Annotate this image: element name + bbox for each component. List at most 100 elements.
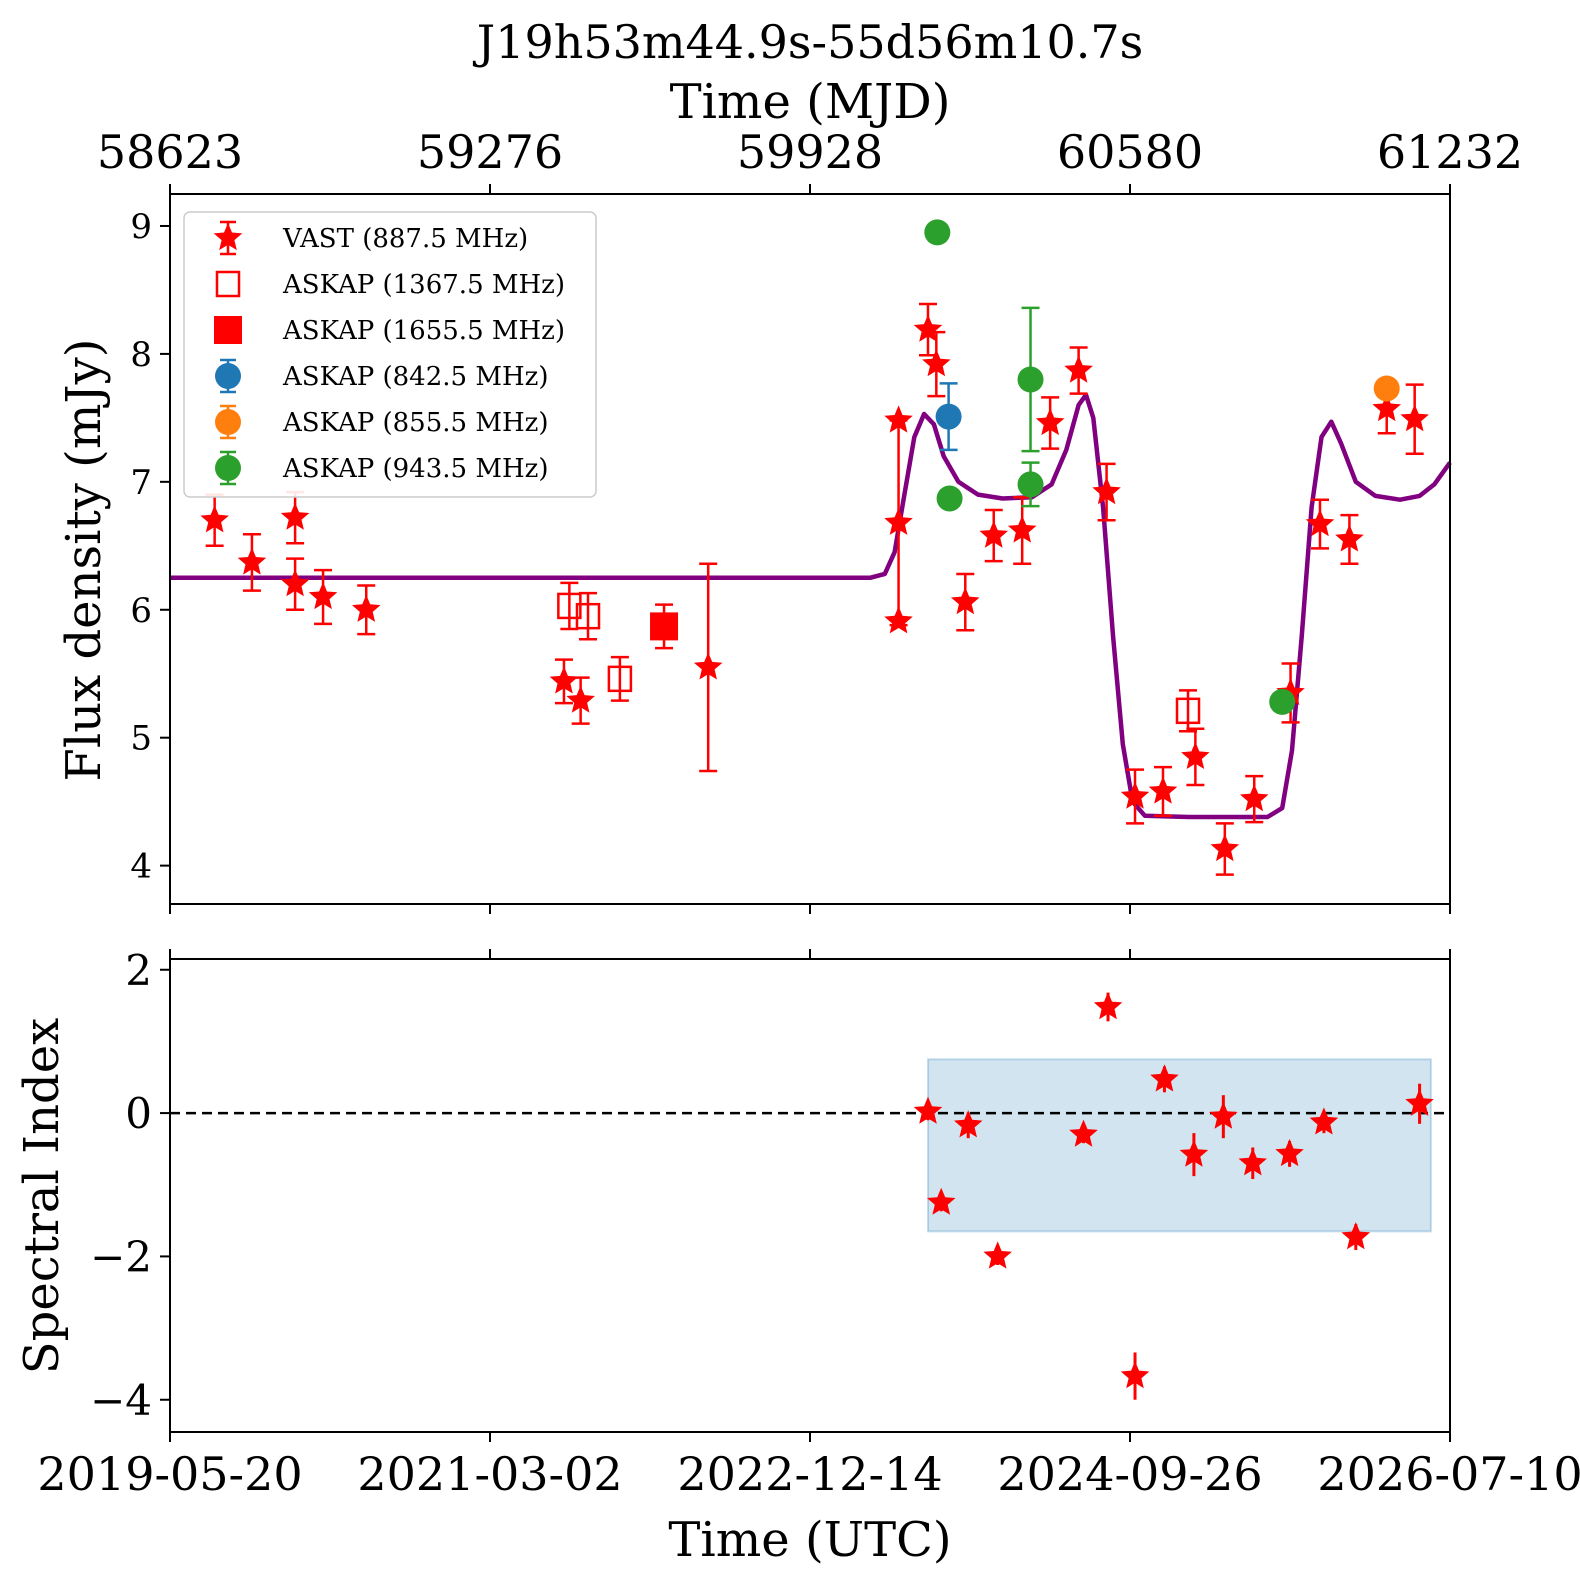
flux-density-panel: 58623 59276 59928 60580 61232 4 5 6 7 8 9 Flux den… [56, 125, 1523, 914]
spectral-index-band [926, 1058, 1432, 1233]
spectral-point [1341, 1222, 1371, 1250]
series-1 [557, 581, 1201, 733]
top-xtick-label: 60580 [1057, 125, 1203, 179]
spectral-point [983, 1241, 1012, 1269]
xtick-label: 2026-07-10 [1317, 1447, 1580, 1501]
spectral-point [1120, 1361, 1150, 1389]
series-4 [1373, 375, 1400, 402]
data-point [1148, 776, 1178, 804]
data-point [200, 505, 229, 533]
top-ytick-label: 6 [130, 591, 152, 631]
data-point [884, 606, 913, 634]
spectral-point [913, 1096, 943, 1124]
legend-marker [215, 455, 241, 481]
legend-marker [215, 409, 241, 435]
spectral-point [954, 1110, 983, 1138]
top-axes: 58623 59276 59928 60580 61232 4 5 6 7 8 9 [97, 125, 1523, 914]
legend-label: ASKAP (1655.5 MHz) [282, 316, 565, 346]
legend-entry: ASKAP (842.5 MHz) [215, 358, 548, 394]
data-point [922, 349, 951, 377]
data-point [280, 569, 310, 597]
data-point [557, 592, 582, 620]
series-3 [935, 382, 962, 452]
data-point [1007, 515, 1037, 543]
xtick-label: 2022-12-14 [677, 1447, 942, 1501]
spectral-point [1309, 1107, 1339, 1135]
data-point [237, 547, 267, 575]
legend-label: ASKAP (943.5 MHz) [282, 454, 548, 484]
top-xtick-label: 59928 [737, 125, 883, 179]
data-point [308, 582, 338, 610]
spectral-point [1069, 1119, 1098, 1147]
bottom-y-axis-label: Spectral Index [14, 1018, 70, 1374]
legend-label: ASKAP (855.5 MHz) [282, 408, 548, 438]
data-point [1240, 784, 1269, 812]
bottom-ytick-label: 0 [125, 1089, 152, 1138]
data-point [979, 520, 1008, 548]
data-point [1210, 834, 1240, 862]
data-point [549, 666, 579, 694]
spectral-series-0 [913, 992, 1434, 1400]
chart-title: J19h53m44.9s-55d56m10.7s [473, 15, 1143, 69]
xtick-label: 2024-09-26 [997, 1447, 1262, 1501]
data-point [1017, 471, 1044, 498]
data-point [935, 403, 962, 430]
legend-entry: VAST (887.5 MHz) [213, 220, 528, 256]
top-xtick-label: 59276 [417, 125, 563, 179]
top-ytick-label: 4 [130, 847, 152, 887]
data-point [884, 507, 913, 535]
data-point [693, 652, 723, 680]
legend-entry: ASKAP (855.5 MHz) [215, 404, 548, 440]
data-point [1181, 741, 1210, 769]
legend-entry: ASKAP (943.5 MHz) [215, 450, 548, 486]
model-curve [170, 392, 1452, 820]
spectral-point [1093, 992, 1123, 1020]
data-point [1120, 781, 1150, 809]
data-point [352, 594, 381, 622]
legend: VAST (887.5 MHz) ASKAP (1367.5 MHz) ASKAP … [183, 211, 597, 498]
legend-marker [215, 270, 241, 298]
top-axis-label: Time (MJD) [670, 74, 951, 130]
legend-label: ASKAP (1367.5 MHz) [282, 270, 565, 300]
bottom-ytick-label: −4 [90, 1376, 152, 1425]
top-y-axis-label: Flux density (mJy) [56, 339, 112, 782]
data-point [1269, 688, 1296, 715]
bottom-axes: 2019-05-20 2021-03-02 2022-12-14 2024-09-26… [37, 946, 1580, 1501]
top-xtick-label: 61232 [1377, 125, 1523, 179]
xtick-label: 2021-03-02 [357, 1447, 622, 1501]
bottom-ytick-label: 2 [125, 946, 152, 995]
x-axis-label: Time (UTC) [668, 1512, 951, 1568]
data-point [1372, 393, 1401, 422]
data-point [1335, 524, 1364, 552]
legend-label: ASKAP (842.5 MHz) [282, 362, 548, 392]
data-point [924, 219, 951, 246]
data-point [650, 612, 679, 641]
legend-label: VAST (887.5 MHz) [282, 224, 528, 254]
data-point [1305, 509, 1335, 537]
spectral-point [1150, 1064, 1179, 1092]
data-point [575, 602, 601, 630]
series-0 [200, 302, 1429, 876]
data-point [1064, 355, 1093, 383]
series-5 [924, 219, 1296, 715]
spectral-point [1209, 1101, 1238, 1129]
top-ytick-label: 8 [130, 335, 152, 375]
top-ytick-label: 9 [130, 207, 152, 247]
data-point [936, 485, 963, 512]
legend-entry: ASKAP (1655.5 MHz) [214, 316, 565, 346]
data-point [566, 685, 595, 713]
spectral-point [1179, 1139, 1209, 1167]
spectral-plot-area [170, 992, 1450, 1400]
top-ytick-label: 5 [130, 719, 152, 759]
series-2 [650, 603, 679, 650]
data-point [951, 587, 980, 615]
data-point [1092, 477, 1121, 505]
data-point [1017, 366, 1044, 393]
legend-marker [215, 363, 241, 389]
data-point [607, 665, 633, 693]
top-xtick-label: 58623 [97, 125, 243, 179]
spectral-point [927, 1187, 956, 1215]
spectral-point [1238, 1148, 1267, 1176]
data-point [1373, 375, 1400, 402]
